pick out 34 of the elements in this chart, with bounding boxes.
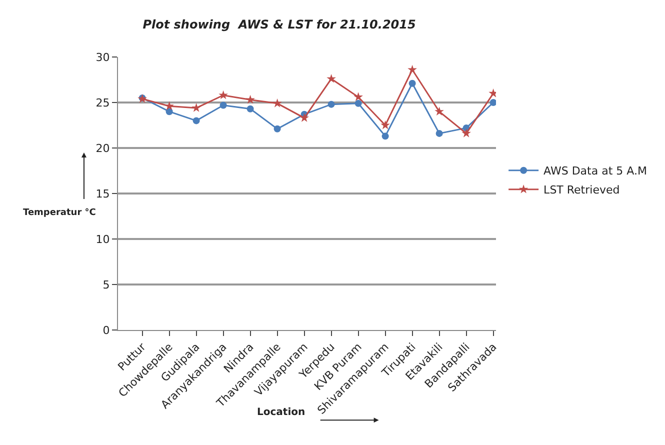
point: [436, 130, 443, 137]
point: [462, 128, 471, 138]
point: [328, 100, 335, 108]
point: [220, 102, 227, 109]
legend-label: LST Retrieved: [544, 184, 620, 197]
point: [166, 108, 173, 116]
point: [274, 125, 281, 132]
y-tick-label: 20: [96, 142, 110, 155]
legend-label: AWS Data at 5 A.M: [544, 164, 647, 178]
point: [490, 99, 496, 106]
point: [354, 92, 363, 101]
chart-title: Plot showing AWS & LST for 21.10.2015: [142, 17, 416, 32]
point: [218, 90, 228, 100]
point: [382, 132, 389, 140]
point: [272, 98, 282, 108]
point: [408, 64, 417, 74]
point: [434, 106, 444, 116]
point: [326, 74, 336, 83]
point: [246, 105, 254, 112]
y-axis-title: Temperatur °C: [23, 208, 96, 218]
y-tick-label: 0: [102, 324, 110, 337]
point: [192, 103, 201, 112]
point: [380, 120, 390, 130]
y-tick-label: 25: [96, 96, 110, 110]
point: [408, 80, 416, 87]
y-tick-label: 15: [96, 187, 110, 200]
y-tick-label: 30: [96, 50, 110, 64]
x-axis-title: Location: [257, 407, 306, 418]
point: [192, 117, 200, 124]
point: [300, 113, 309, 122]
y-tick-label: 10: [96, 232, 110, 246]
point: [246, 94, 255, 104]
y-tick-label: 5: [102, 278, 110, 292]
point: [354, 100, 362, 107]
